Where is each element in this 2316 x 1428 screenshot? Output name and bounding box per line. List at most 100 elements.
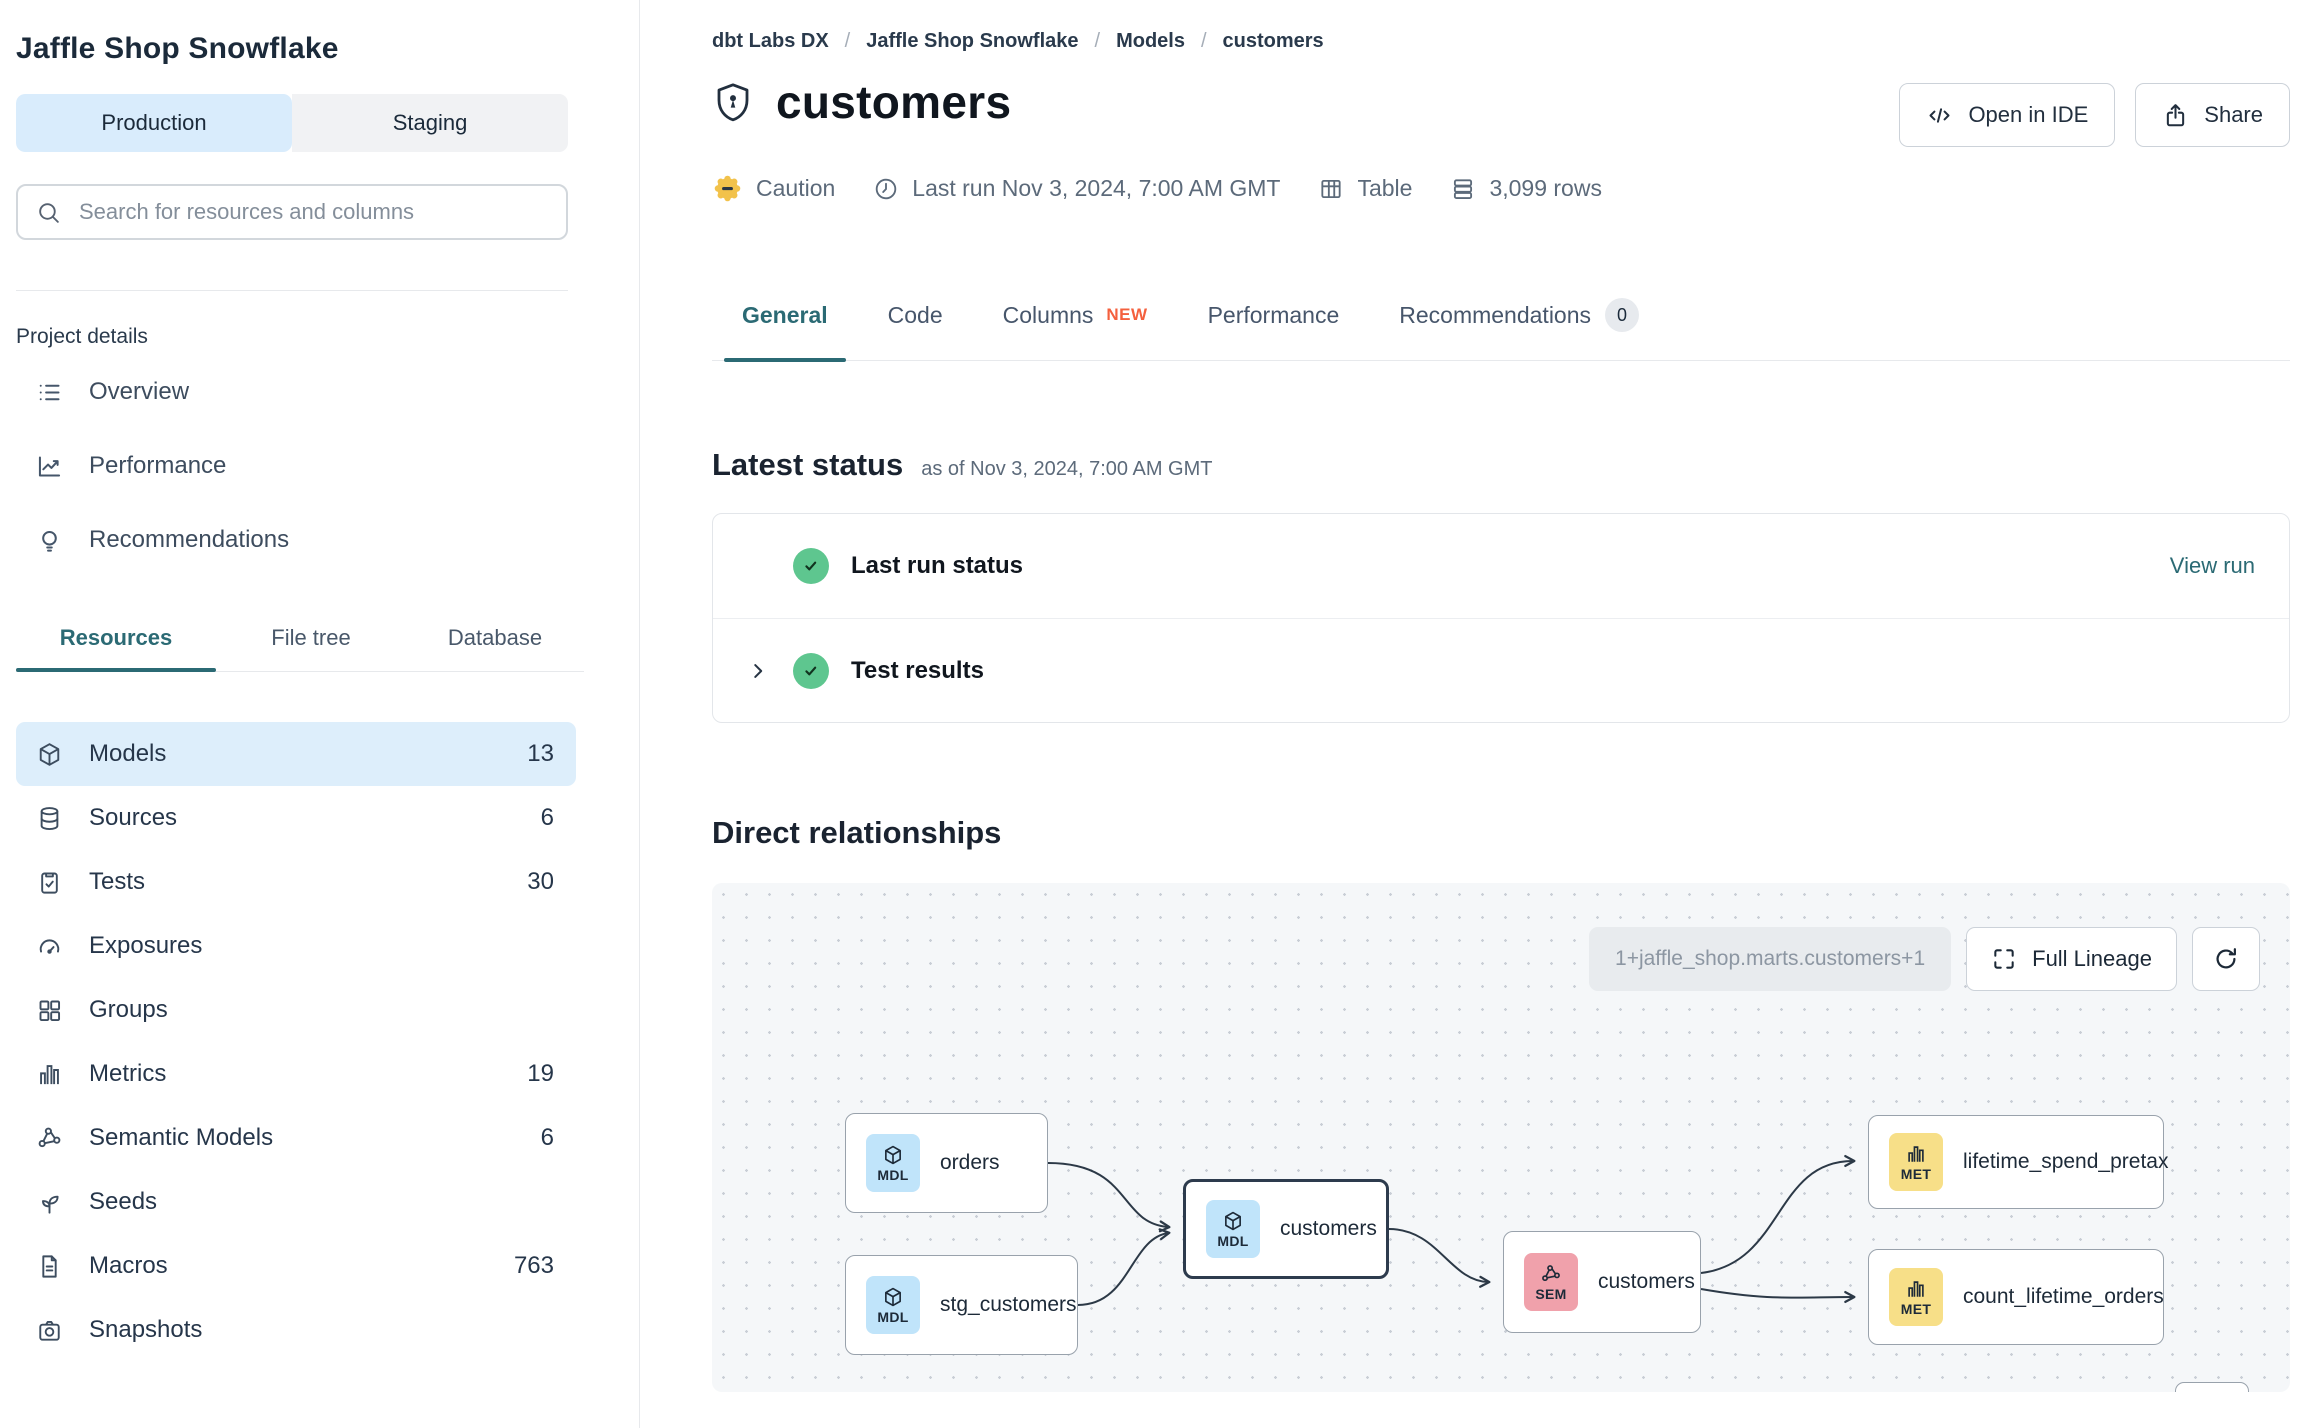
sidebar-divider <box>16 290 568 291</box>
sidebar-item-exposures[interactable]: Exposures <box>16 914 576 978</box>
sidebar: Jaffle Shop Snowflake Production Staging… <box>0 0 640 1428</box>
sidebar-item-seeds[interactable]: Seeds <box>16 1170 576 1234</box>
expand-icon <box>1991 946 2017 972</box>
breadcrumb-account[interactable]: dbt Labs DX <box>712 30 829 52</box>
refresh-button[interactable] <box>2192 927 2260 991</box>
health-status[interactable]: Caution <box>712 173 835 204</box>
tab-performance[interactable]: Performance <box>1178 298 1370 360</box>
recommendations-count-badge: 0 <box>1605 298 1640 332</box>
grid-icon <box>39 1000 61 1021</box>
sidebar-item-performance[interactable]: Performance <box>16 429 568 503</box>
resource-count: 13 <box>527 740 554 767</box>
seedling-icon <box>42 1195 59 1214</box>
success-check-icon <box>793 652 829 689</box>
tab-recommendations[interactable]: Recommendations 0 <box>1369 298 1669 360</box>
environment-toggle: Production Staging <box>16 94 568 152</box>
semantic-graph-icon <box>38 1127 61 1147</box>
project-details-label: Project details <box>16 325 148 348</box>
breadcrumb-separator: / <box>1200 30 1207 52</box>
main-content: dbt Labs DX / Jaffle Shop Snowflake / Mo… <box>640 0 2316 1428</box>
status-card: Last run status View run Test results <box>712 513 2290 723</box>
tab-columns[interactable]: Columns NEW <box>973 298 1178 360</box>
new-badge: NEW <box>1106 305 1148 324</box>
refresh-icon <box>2212 945 2240 973</box>
full-lineage-button[interactable]: Full Lineage <box>1966 927 2177 991</box>
resource-label: Tests <box>89 868 146 895</box>
node-name: orders <box>940 1151 1000 1174</box>
resource-count: 763 <box>513 1252 554 1279</box>
project-title: Jaffle Shop Snowflake <box>16 32 339 65</box>
sidebar-item-metrics[interactable]: Metrics 19 <box>16 1042 576 1106</box>
sidebar-item-models[interactable]: Models 13 <box>16 722 576 786</box>
tab-general[interactable]: General <box>712 298 858 362</box>
sidebar-item-tests[interactable]: Tests 30 <box>16 850 576 914</box>
lineage-selector-input[interactable]: 1+jaffle_shop.marts.customers+1 <box>1589 927 1952 991</box>
chevron-right-icon[interactable] <box>747 660 793 682</box>
lineage-node-orders[interactable]: MDL orders <box>845 1113 1048 1213</box>
resource-label: Snapshots <box>89 1316 203 1343</box>
lineage-controls: 1+jaffle_shop.marts.customers+1 Full Lin… <box>1589 927 2260 991</box>
lineage-canvas[interactable]: 1+jaffle_shop.marts.customers+1 Full Lin… <box>712 883 2290 1392</box>
tab-code[interactable]: Code <box>858 298 973 360</box>
share-button[interactable]: Share <box>2135 83 2290 147</box>
sidebar-item-snapshots[interactable]: Snapshots <box>16 1298 576 1362</box>
tab-label: Code <box>887 301 943 328</box>
open-in-ide-button[interactable]: Open in IDE <box>1899 83 2116 147</box>
shield-keyhole-icon <box>712 81 754 123</box>
page-title: customers <box>776 76 1012 128</box>
sidebar-item-recommendations[interactable]: Recommendations <box>16 503 568 577</box>
sidebar-item-macros[interactable]: Macros 763 <box>16 1234 576 1298</box>
tab-database[interactable]: Database <box>447 625 543 650</box>
env-tab-production[interactable]: Production <box>16 94 292 152</box>
node-type-label: MDL <box>1217 1232 1249 1249</box>
gauge-icon <box>39 938 60 954</box>
node-type-label: MET <box>1900 1300 1932 1317</box>
cube-icon <box>39 742 60 766</box>
sidebar-item-groups[interactable]: Groups <box>16 978 576 1042</box>
success-check-icon <box>793 548 829 584</box>
breadcrumb-project[interactable]: Jaffle Shop Snowflake <box>866 30 1079 52</box>
sidebar-item-overview[interactable]: Overview <box>16 355 568 429</box>
lineage-node-stg-customers[interactable]: MDL stg_customers <box>845 1255 1078 1355</box>
view-run-link[interactable]: View run <box>2169 553 2255 578</box>
last-run-label: Last run Nov 3, 2024, 7:00 AM GMT <box>912 175 1281 201</box>
clock-icon <box>873 176 899 202</box>
bar-chart-icon <box>1908 1280 1924 1297</box>
sidebar-item-semantic-models[interactable]: Semantic Models 6 <box>16 1106 576 1170</box>
rows-icon <box>1450 176 1476 202</box>
resource-label: Metrics <box>89 1060 167 1087</box>
lineage-node-lifetime-spend-pretax[interactable]: MET lifetime_spend_pretax <box>1868 1115 2168 1209</box>
resource-count: 6 <box>540 804 554 831</box>
sidebar-item-label: Overview <box>89 378 190 405</box>
breadcrumb-models[interactable]: Models <box>1116 30 1185 52</box>
last-run-meta: Last run Nov 3, 2024, 7:00 AM GMT <box>873 175 1280 202</box>
cube-icon <box>885 1287 901 1306</box>
sidebar-item-label: Recommendations <box>89 526 290 553</box>
resource-label: Semantic Models <box>89 1124 274 1151</box>
cube-icon <box>1225 1211 1241 1230</box>
tab-resources[interactable]: Resources <box>16 611 216 672</box>
breadcrumb: dbt Labs DX / Jaffle Shop Snowflake / Mo… <box>712 30 2290 53</box>
sidebar-item-sources[interactable]: Sources 6 <box>16 786 576 850</box>
materialization-label: Table <box>1357 175 1413 201</box>
lineage-edges <box>1047 1154 1856 1306</box>
node-name: customers <box>1598 1270 1695 1293</box>
node-type-label: MDL <box>877 1166 909 1183</box>
model-meta-row: Caution Last run Nov 3, 2024, 7:00 AM GM… <box>712 173 2290 204</box>
share-label: Share <box>2204 102 2263 127</box>
env-tab-staging[interactable]: Staging <box>292 94 568 152</box>
search-box[interactable] <box>16 184 568 240</box>
tab-file-tree[interactable]: File tree <box>271 625 351 650</box>
lineage-node-customers-model[interactable]: MDL customers <box>1183 1179 1389 1279</box>
canvas-corner-button[interactable] <box>2175 1382 2249 1392</box>
list-icon <box>36 379 63 406</box>
lineage-node-count-lifetime-orders[interactable]: MET count_lifetime_orders <box>1868 1249 2164 1345</box>
materialization-meta: Table <box>1318 175 1412 202</box>
test-results-row[interactable]: Test results <box>713 618 2289 722</box>
search-input[interactable] <box>77 198 548 226</box>
chart-line-icon <box>36 453 63 480</box>
lineage-node-customers-semantic[interactable]: SEM customers <box>1503 1231 1701 1333</box>
node-type-label: SEM <box>1535 1285 1567 1302</box>
model-badge: MDL <box>866 1276 920 1334</box>
